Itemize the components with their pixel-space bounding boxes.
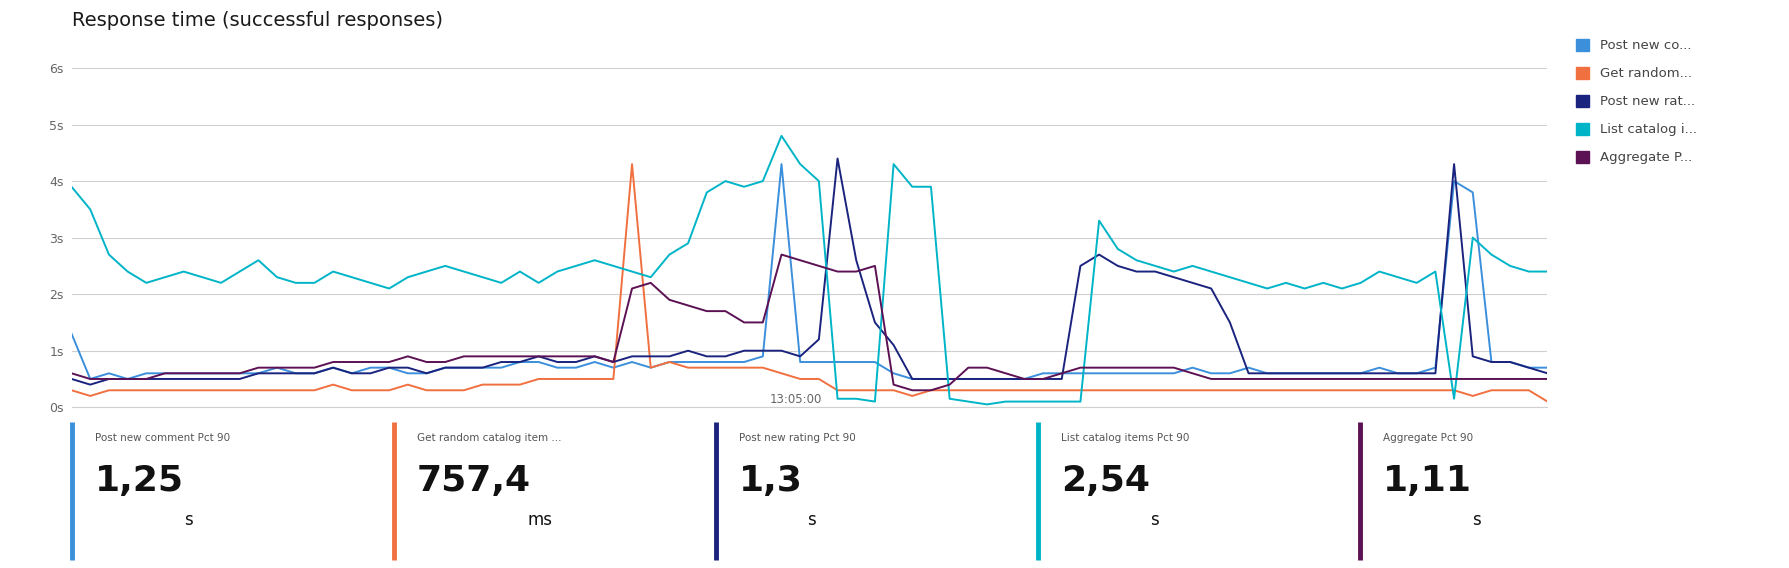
Text: ms: ms (528, 511, 553, 529)
Text: s: s (184, 511, 193, 529)
Text: s: s (807, 511, 816, 529)
Text: 1,11: 1,11 (1383, 463, 1472, 498)
Text: s: s (1150, 511, 1159, 529)
Text: Response time (successful responses): Response time (successful responses) (72, 11, 442, 30)
Text: 1,3: 1,3 (739, 463, 803, 498)
Text: s: s (1472, 511, 1481, 529)
Legend: Post new co..., Get random..., Post new rat..., List catalog i..., Aggregate P..: Post new co..., Get random..., Post new … (1576, 39, 1698, 164)
Text: 13:05:00: 13:05:00 (769, 393, 823, 406)
Text: 2,54: 2,54 (1061, 463, 1150, 498)
Text: Get random catalog item ...: Get random catalog item ... (417, 433, 562, 443)
Text: 1,25: 1,25 (95, 463, 184, 498)
Text: Post new rating Pct 90: Post new rating Pct 90 (739, 433, 855, 443)
Text: Post new comment Pct 90: Post new comment Pct 90 (95, 433, 231, 443)
Text: List catalog items Pct 90: List catalog items Pct 90 (1061, 433, 1190, 443)
Text: 757,4: 757,4 (417, 463, 531, 498)
Text: Aggregate Pct 90: Aggregate Pct 90 (1383, 433, 1472, 443)
